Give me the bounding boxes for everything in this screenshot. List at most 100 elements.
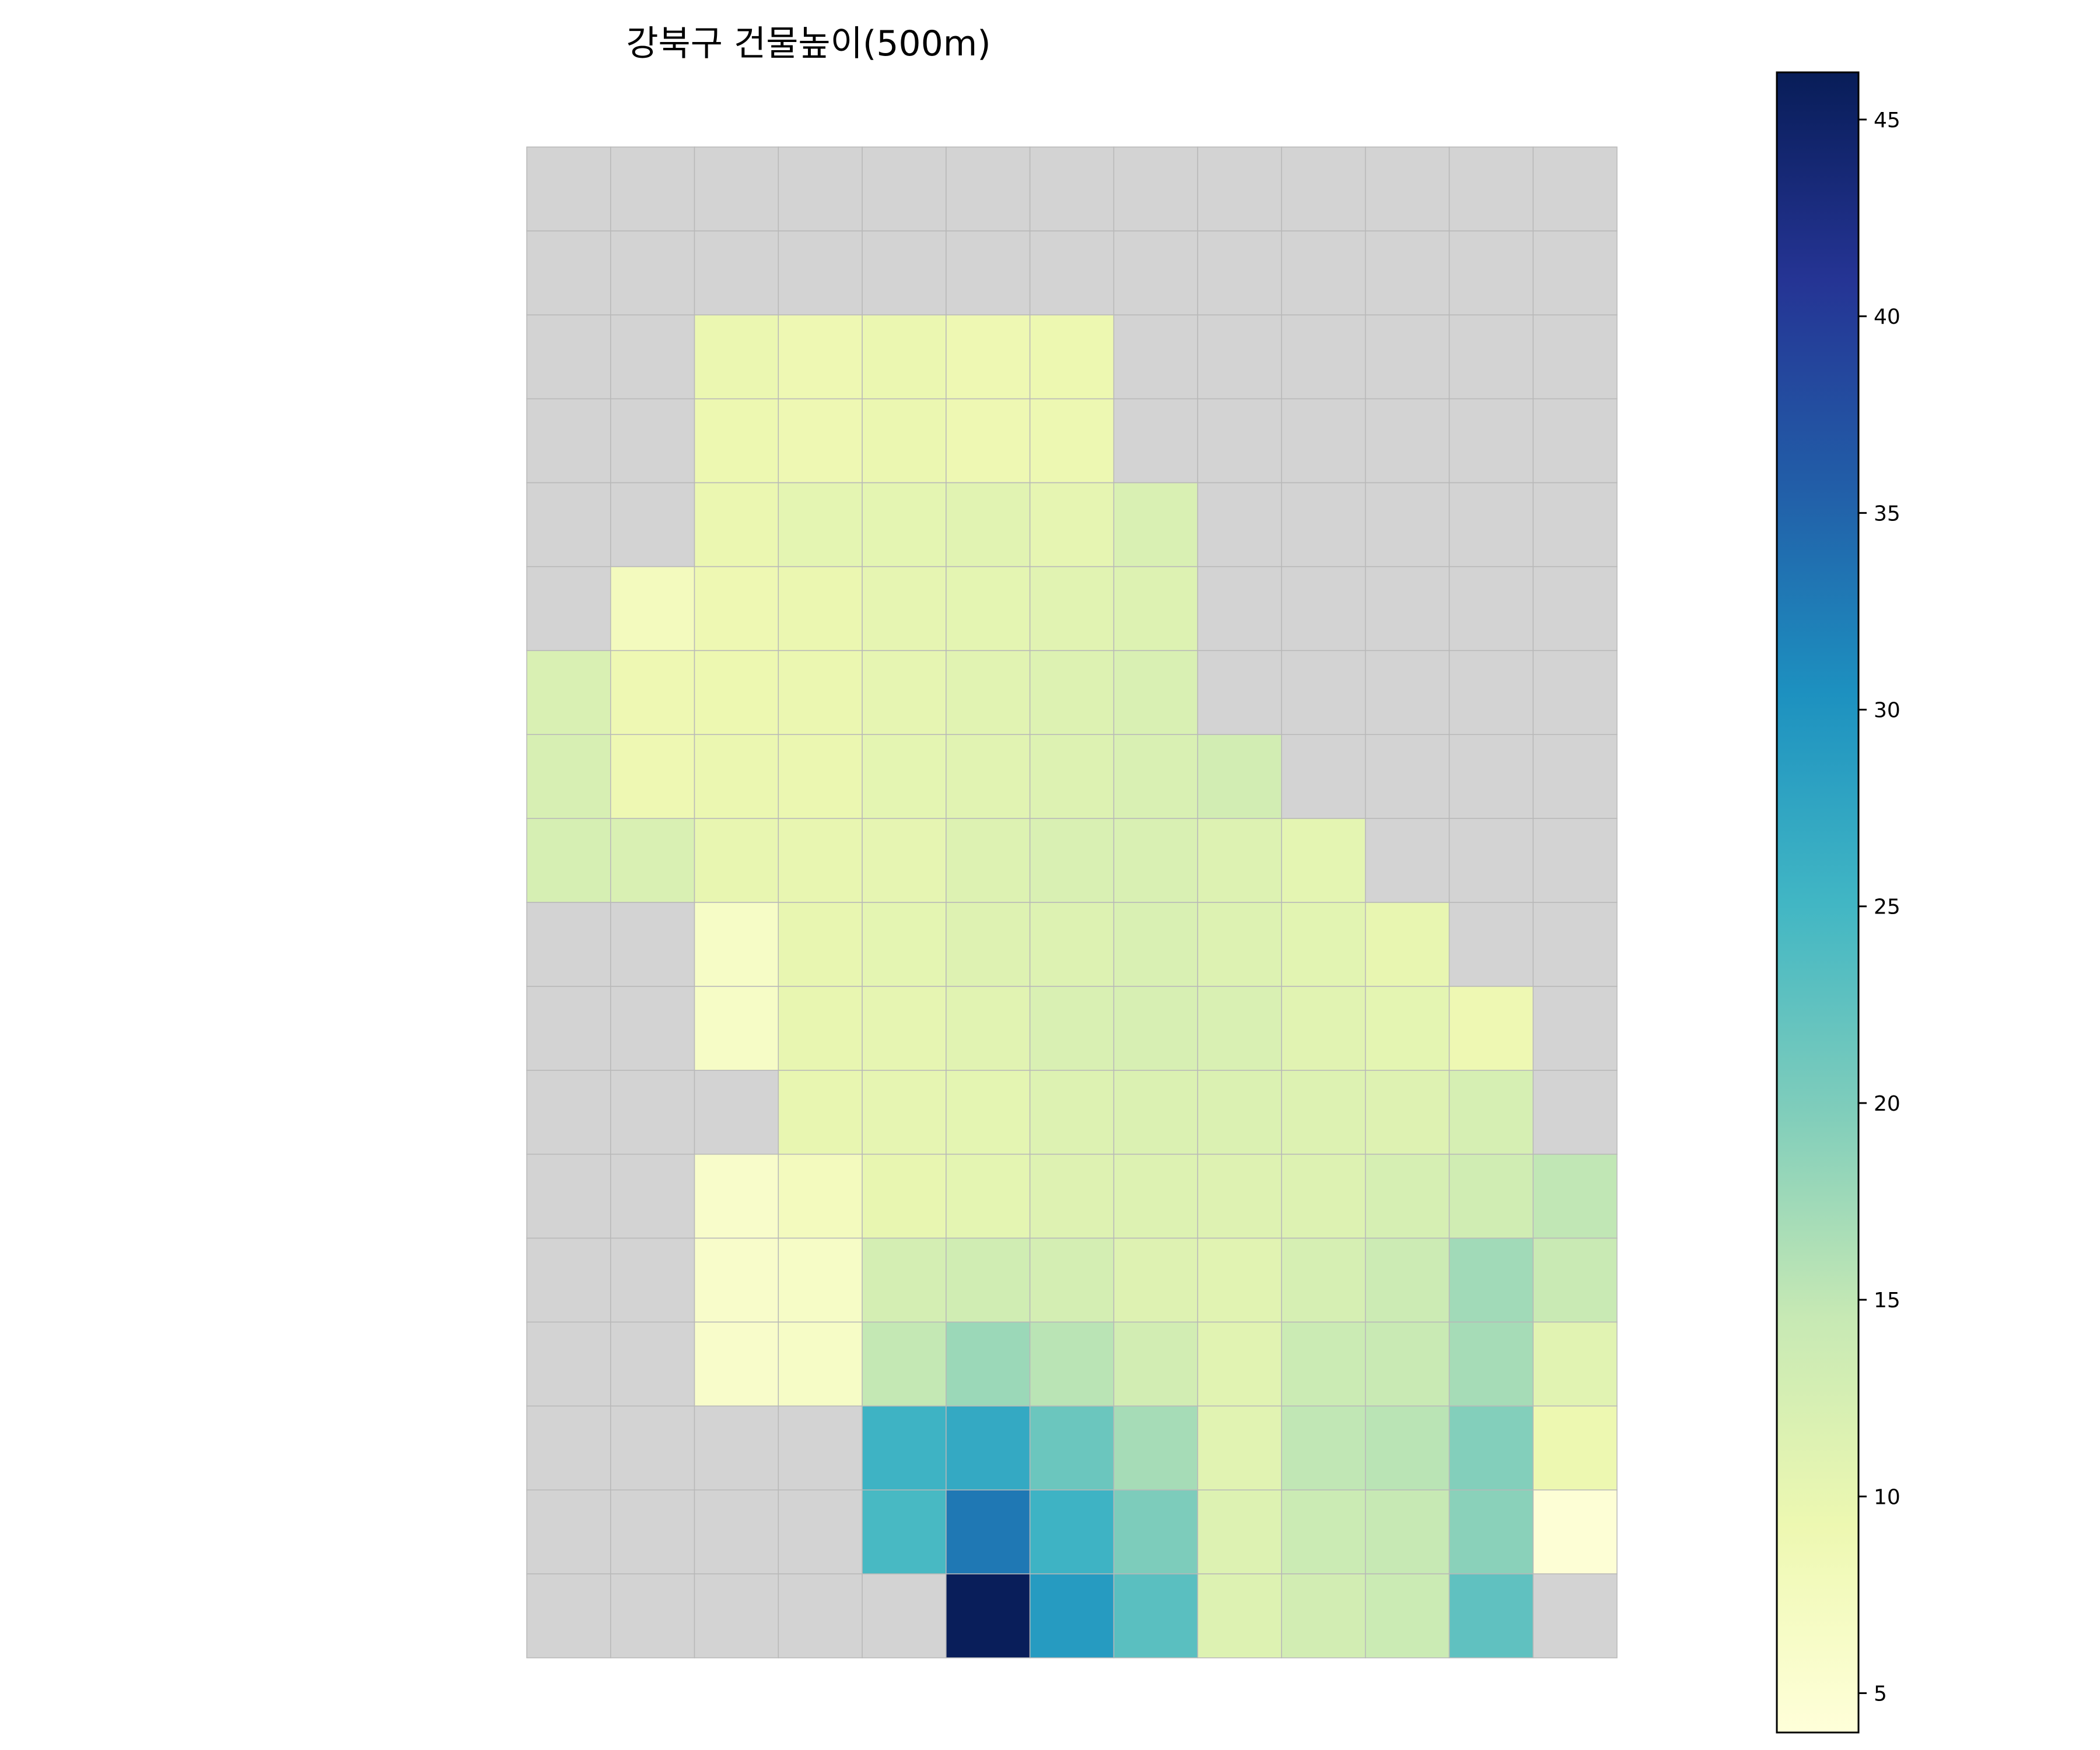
heatmap-cell: [778, 902, 863, 987]
heatmap-cell-empty: [1113, 398, 1198, 484]
heatmap-cell: [1364, 1573, 1450, 1658]
heatmap-cell: [1364, 1153, 1450, 1239]
heatmap-cell-empty: [1448, 734, 1534, 819]
heatmap-cell: [946, 1070, 1031, 1155]
heatmap-cell: [1113, 650, 1198, 735]
heatmap-cell-empty: [1029, 146, 1115, 232]
heatmap-cell-empty: [1448, 398, 1534, 484]
heatmap-cell-empty: [1113, 314, 1198, 400]
heatmap-cell-empty: [1113, 230, 1198, 316]
heatmap-cell: [1029, 314, 1115, 400]
heatmap-cell: [946, 650, 1031, 735]
heatmap-cell-empty: [1364, 314, 1450, 400]
heatmap-cell-empty: [1281, 314, 1366, 400]
heatmap-cell-empty: [946, 146, 1031, 232]
heatmap-cell: [862, 398, 947, 484]
heatmap-cell: [694, 398, 779, 484]
heatmap-cell: [610, 650, 695, 735]
heatmap-cell-empty: [1532, 146, 1618, 232]
heatmap-cell: [778, 314, 863, 400]
heatmap-cell-empty: [1532, 1070, 1618, 1155]
heatmap-cell: [946, 314, 1031, 400]
heatmap-cell: [1029, 734, 1115, 819]
heatmap-cell-empty: [778, 1405, 863, 1490]
heatmap-cell-empty: [526, 1070, 611, 1155]
heatmap-cell-empty: [1532, 902, 1618, 987]
heatmap-cell: [1448, 986, 1534, 1071]
heatmap-cell: [1197, 1153, 1282, 1239]
heatmap-cell: [1029, 1573, 1115, 1658]
heatmap-cell-empty: [610, 1489, 695, 1574]
heatmap-cell-empty: [778, 1489, 863, 1574]
heatmap-cell-empty: [526, 146, 611, 232]
colorbar-tick-label: 15: [1874, 1289, 1901, 1312]
heatmap-cell: [778, 398, 863, 484]
heatmap-cell: [946, 818, 1031, 903]
heatmap-cell-empty: [610, 986, 695, 1071]
heatmap-cell: [1448, 1405, 1534, 1490]
heatmap-cell-empty: [1364, 482, 1450, 568]
heatmap-cell-empty: [1448, 818, 1534, 903]
heatmap-cell-empty: [1197, 146, 1282, 232]
heatmap-cell: [862, 734, 947, 819]
heatmap-cell-empty: [1197, 482, 1282, 568]
heatmap-cell-empty: [1448, 902, 1534, 987]
heatmap-cell-empty: [778, 230, 863, 316]
heatmap-cell: [1029, 1237, 1115, 1323]
heatmap-cell: [1448, 1321, 1534, 1407]
heatmap-cell: [1113, 1321, 1198, 1407]
heatmap-cell-empty: [1197, 398, 1282, 484]
heatmap-cell: [862, 1489, 947, 1574]
heatmap-cell-empty: [1364, 146, 1450, 232]
heatmap-cell-empty: [1364, 734, 1450, 819]
heatmap-cell: [862, 1237, 947, 1323]
heatmap-cell: [1029, 818, 1115, 903]
heatmap-cell: [778, 1070, 863, 1155]
heatmap-cell-empty: [610, 146, 695, 232]
heatmap-cell: [610, 566, 695, 652]
heatmap-cell: [1364, 1405, 1450, 1490]
heatmap-cell-empty: [1364, 650, 1450, 735]
heatmap-cell: [1281, 1237, 1366, 1323]
heatmap-cell-empty: [526, 1321, 611, 1407]
heatmap-cell-empty: [1197, 314, 1282, 400]
heatmap-cell-empty: [526, 986, 611, 1071]
heatmap-cell-empty: [694, 230, 779, 316]
heatmap-cell-empty: [1281, 566, 1366, 652]
heatmap-cell: [1197, 734, 1282, 819]
heatmap-cell: [1281, 1405, 1366, 1490]
heatmap-cell: [862, 1070, 947, 1155]
heatmap-cell: [1448, 1237, 1534, 1323]
heatmap-cell-empty: [1532, 398, 1618, 484]
heatmap-cell: [946, 398, 1031, 484]
heatmap-cell: [1197, 818, 1282, 903]
heatmap-cell-empty: [1448, 482, 1534, 568]
heatmap-cell: [526, 818, 611, 903]
heatmap-cell-empty: [1532, 566, 1618, 652]
heatmap-cell: [946, 1153, 1031, 1239]
heatmap-cell-empty: [1281, 482, 1366, 568]
heatmap-cell-empty: [1364, 818, 1450, 903]
heatmap-cell: [1113, 818, 1198, 903]
heatmap-cell: [778, 818, 863, 903]
chart-title: 강북구 건물높이(500m): [626, 23, 991, 64]
heatmap-cell-empty: [778, 146, 863, 232]
heatmap-cell-empty: [526, 1237, 611, 1323]
heatmap-cell-empty: [1532, 314, 1618, 400]
heatmap-cell: [1281, 1153, 1366, 1239]
heatmap-cell-empty: [1448, 566, 1534, 652]
heatmap-cell-empty: [610, 1321, 695, 1407]
heatmap-cell: [946, 1489, 1031, 1574]
heatmap-cell-empty: [610, 482, 695, 568]
heatmap-cell: [946, 986, 1031, 1071]
heatmap-cell: [1448, 1489, 1534, 1574]
heatmap-cell: [1029, 1070, 1115, 1155]
heatmap-cell: [1532, 1237, 1618, 1323]
heatmap-cell: [1029, 902, 1115, 987]
heatmap-cell: [778, 1321, 863, 1407]
heatmap-cell: [1281, 902, 1366, 987]
heatmap-cell-empty: [1197, 650, 1282, 735]
heatmap-cell-empty: [1364, 230, 1450, 316]
heatmap-cell: [694, 986, 779, 1071]
heatmap-cell: [1281, 986, 1366, 1071]
